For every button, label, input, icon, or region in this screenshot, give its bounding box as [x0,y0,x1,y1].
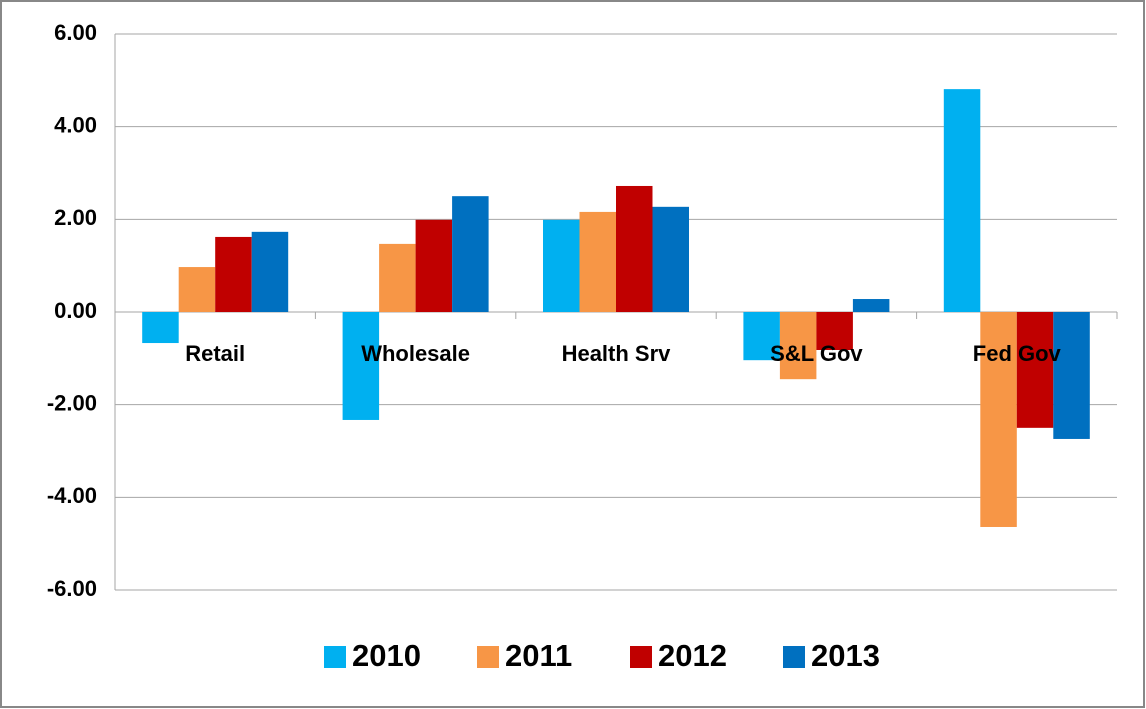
bar [616,185,653,312]
bar [816,312,853,350]
bar [779,312,817,380]
bar [415,219,453,312]
x-tick-label: Health Srv [562,341,672,366]
legend-swatch [324,646,346,668]
y-tick-label: -6.00 [47,576,97,601]
legend-swatch [630,646,652,668]
legend-label: 2010 [352,638,421,673]
y-tick-label: -2.00 [47,390,97,415]
bar [178,267,216,312]
legend-swatch [477,646,499,668]
legend-label: 2011 [505,638,572,673]
x-tick-label: Retail [185,341,245,366]
bar [652,206,689,312]
bar [543,219,580,312]
bar [1053,312,1090,439]
legend-label: 2012 [658,638,727,673]
bar [142,312,179,344]
bar [452,196,489,312]
bar [342,312,380,420]
y-tick-label: 6.00 [54,20,97,45]
bar [379,243,416,312]
bar [251,231,289,312]
bar [743,312,780,361]
x-tick-label: S&L Gov [770,341,863,366]
bar [943,89,981,313]
x-tick-label: Fed Gov [973,341,1062,366]
bar [215,236,252,312]
legend-swatch [783,646,805,668]
x-tick-label: Wholesale [361,341,470,366]
legend-label: 2013 [811,638,880,673]
bar [980,312,1017,527]
y-tick-label: 4.00 [54,112,97,137]
y-tick-label: 0.00 [54,298,97,323]
bar [579,211,616,312]
y-tick-label: -4.00 [47,483,97,508]
bar [852,299,890,312]
y-tick-label: 2.00 [54,205,97,230]
bar [1016,312,1054,428]
